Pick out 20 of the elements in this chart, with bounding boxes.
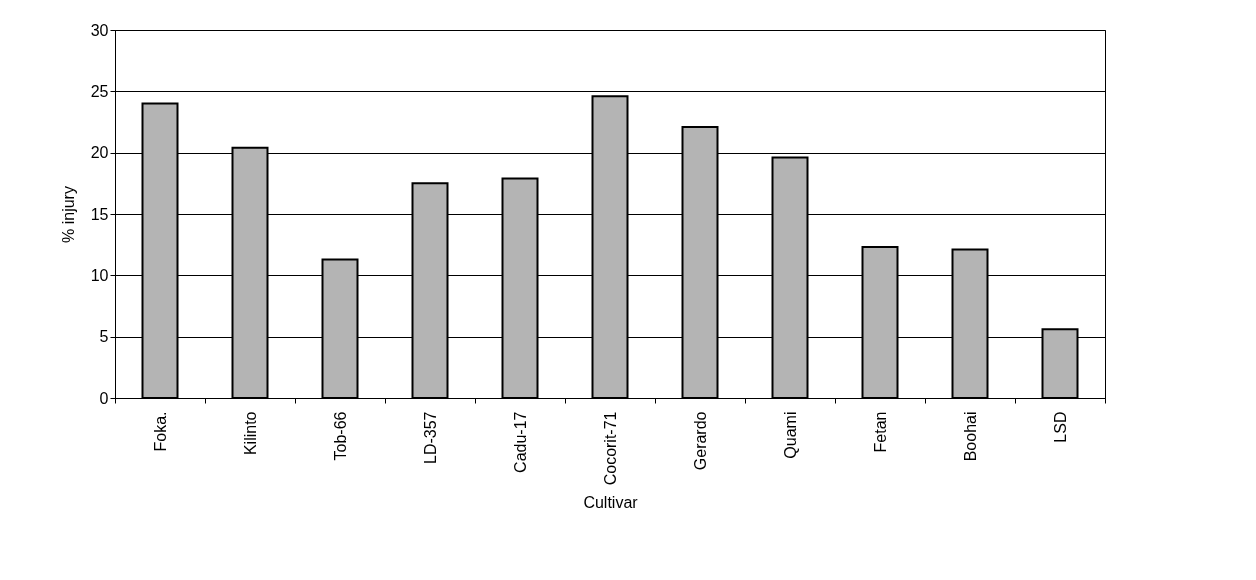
x-tick-label: Fetan [871, 411, 889, 453]
x-tick-label: Cocorit-71 [601, 411, 619, 486]
x-tick-label: Boohai [961, 411, 979, 462]
x-axis-title: Cultivar [583, 494, 639, 512]
y-tick-label: 15 [90, 205, 109, 223]
x-tick-label: Tob-66 [331, 411, 349, 461]
x-tick-label: Cadu-17 [511, 411, 529, 473]
y-tick-label: 10 [90, 266, 109, 284]
x-tick-label: LD-357 [421, 411, 439, 464]
x-tick-label: Gerardo [691, 411, 709, 471]
y-tick-label: 20 [90, 144, 109, 162]
x-tick-label: Quami [781, 411, 799, 459]
x-tick-label: LSD [1051, 411, 1069, 443]
y-tick-label: 5 [99, 328, 109, 346]
y-tick-label: 25 [90, 82, 109, 100]
x-tick-label: Foka. [151, 411, 169, 452]
y-axis-title: % injury [59, 186, 77, 243]
y-tick-label: 0 [99, 389, 109, 407]
x-tick-label: Kilinto [241, 411, 259, 456]
y-tick-label: 30 [90, 21, 109, 39]
